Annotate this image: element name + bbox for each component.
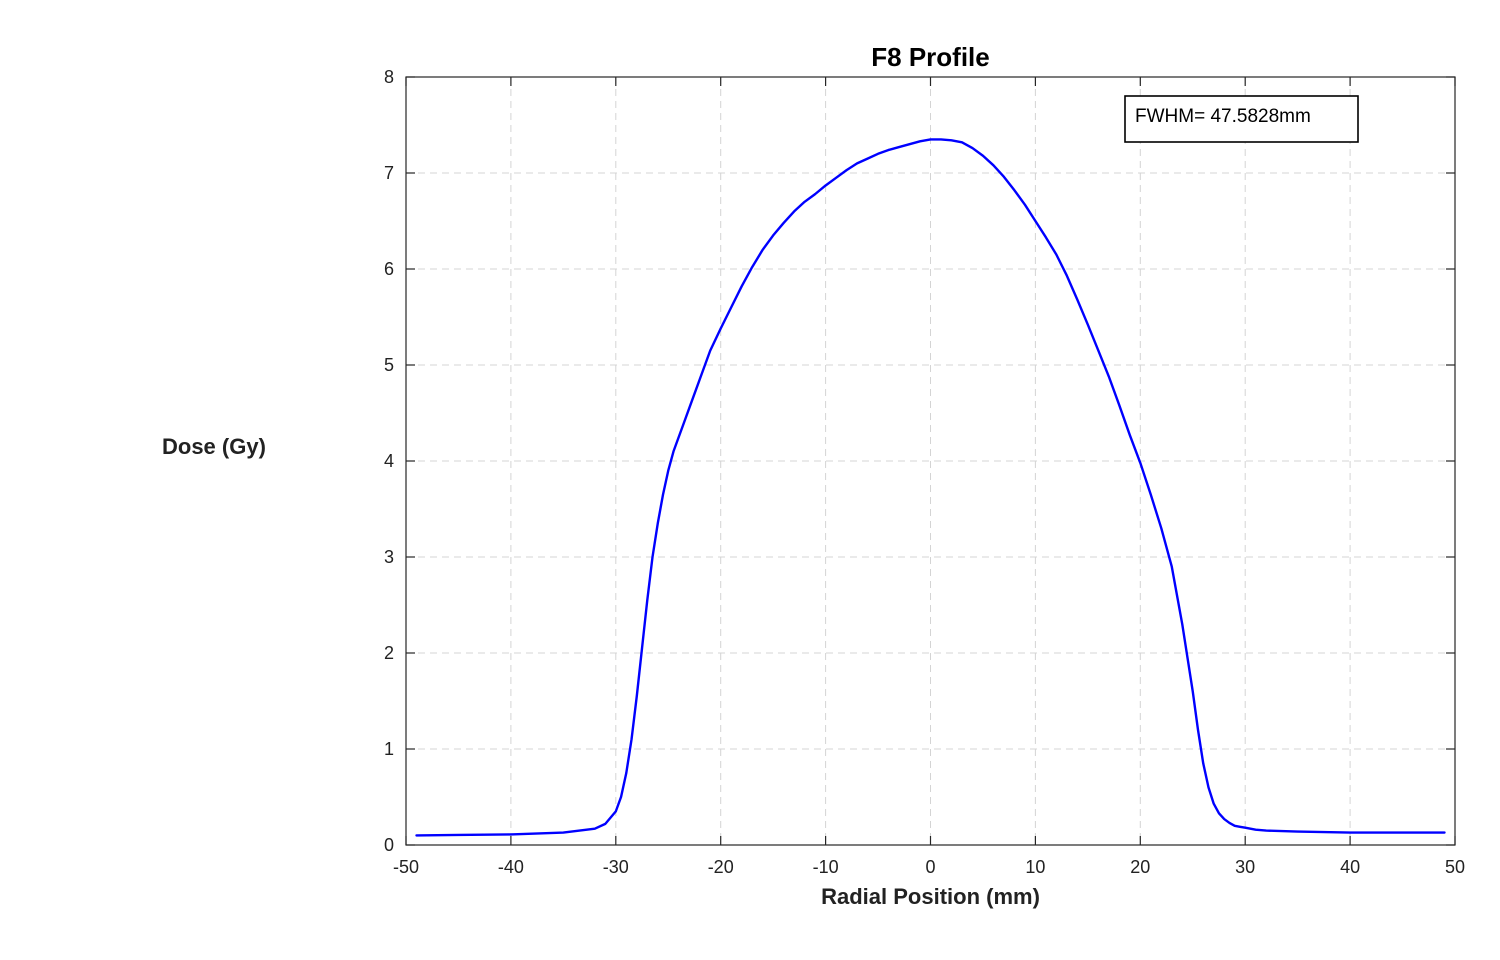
tick-labels: -50 -40 -30 -20 -10 0 10 20 30 40 50 0 1 2 3 4 5 6 7 8 — [384, 67, 1465, 877]
y-tick-label: 4 — [384, 451, 394, 471]
y-tick-label: 1 — [384, 739, 394, 759]
x-tick-label: 20 — [1130, 857, 1150, 877]
grid-lines — [406, 77, 1455, 845]
y-tick-label: 8 — [384, 67, 394, 87]
y-tick-label: 5 — [384, 355, 394, 375]
y-tick-label: 0 — [384, 835, 394, 855]
x-tick-label: 30 — [1235, 857, 1255, 877]
x-tick-label: 50 — [1445, 857, 1465, 877]
x-tick-label: 40 — [1340, 857, 1360, 877]
x-tick-label: 0 — [925, 857, 935, 877]
fwhm-annotation-text: FWHM= 47.5828mm — [1135, 106, 1311, 127]
y-axis-label: Dose (Gy) — [162, 434, 266, 460]
x-tick-label: -30 — [603, 857, 629, 877]
chart-title: F8 Profile — [871, 42, 989, 72]
x-tick-label: -40 — [498, 857, 524, 877]
x-axis-label: Radial Position (mm) — [821, 884, 1040, 909]
y-tick-label: 2 — [384, 643, 394, 663]
x-tick-label: -20 — [708, 857, 734, 877]
fwhm-annotation-box: FWHM= 47.5828mm — [1125, 96, 1358, 142]
y-tick-label: 3 — [384, 547, 394, 567]
x-tick-label: 10 — [1025, 857, 1045, 877]
x-tick-label: -50 — [393, 857, 419, 877]
y-tick-label: 7 — [384, 163, 394, 183]
y-tick-label: 6 — [384, 259, 394, 279]
x-tick-label: -10 — [813, 857, 839, 877]
